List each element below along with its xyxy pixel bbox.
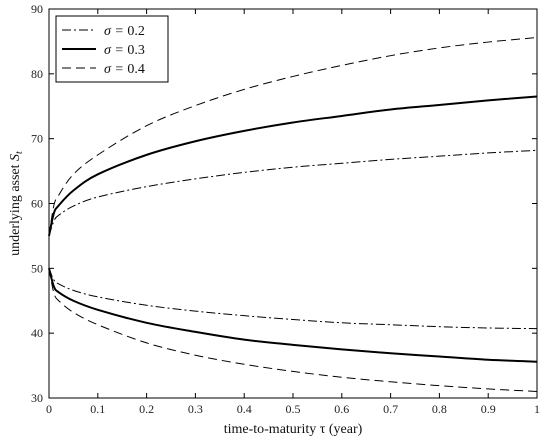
x-tick-label: 0.3 xyxy=(188,402,203,416)
legend-label-1: σ = 0.2 xyxy=(104,24,145,39)
legend-label-3: σ = 0.4 xyxy=(104,62,145,77)
y-axis-ticks: 30 40 50 60 70 80 90 xyxy=(31,2,537,405)
legend-label-value: 0.2 xyxy=(127,24,145,39)
series-line-2-lower xyxy=(48,268,538,363)
y-tick-label: 30 xyxy=(31,391,43,405)
series-layer xyxy=(48,37,538,393)
x-tick-label: 0.7 xyxy=(383,402,398,416)
x-tick-label: 0.8 xyxy=(432,402,447,416)
series-line-2-upper xyxy=(48,95,538,237)
legend-label-symbol: σ = xyxy=(104,62,127,77)
series-line-1-upper xyxy=(48,149,538,237)
x-tick-label: 0.5 xyxy=(286,402,301,416)
legend-label-value: 0.4 xyxy=(127,62,145,77)
legend-label-symbol: σ = xyxy=(104,43,127,58)
y-axis-label-subscript: t xyxy=(14,151,25,154)
y-tick-label: 80 xyxy=(31,67,43,81)
y-tick-label: 60 xyxy=(31,197,43,211)
x-tick-label: 0.9 xyxy=(481,402,496,416)
x-tick-label: 0 xyxy=(46,402,52,416)
y-axis-label-main: underlying asset xyxy=(8,161,23,256)
y-axis-label: underlying asset St xyxy=(8,151,25,256)
x-tick-label: 0.4 xyxy=(237,402,252,416)
legend: σ = 0.2σ = 0.3σ = 0.4 xyxy=(55,15,169,83)
x-axis-ticks: 0 0.1 0.2 0.3 0.4 0.5 0.6 0.7 0.8 0.9 1 xyxy=(46,9,540,416)
legend-label-value: 0.3 xyxy=(127,43,145,58)
y-tick-label: 40 xyxy=(31,326,43,340)
x-axis-label: time-to-maturity τ (year) xyxy=(224,422,363,437)
x-tick-label: 0.1 xyxy=(90,402,105,416)
legend-label-2: σ = 0.3 xyxy=(104,43,145,58)
y-tick-label: 50 xyxy=(31,261,43,275)
legend-label-symbol: σ = xyxy=(104,24,127,39)
y-tick-label: 70 xyxy=(31,132,43,146)
y-tick-label: 90 xyxy=(31,2,43,16)
x-tick-label: 1 xyxy=(534,402,540,416)
x-tick-label: 0.6 xyxy=(334,402,349,416)
y-axis-label-symbol: S xyxy=(8,154,23,161)
series-line-1-lower xyxy=(48,268,538,330)
series-line-3-upper xyxy=(48,37,538,236)
series-line-3-lower xyxy=(48,268,538,393)
x-tick-label: 0.2 xyxy=(139,402,154,416)
